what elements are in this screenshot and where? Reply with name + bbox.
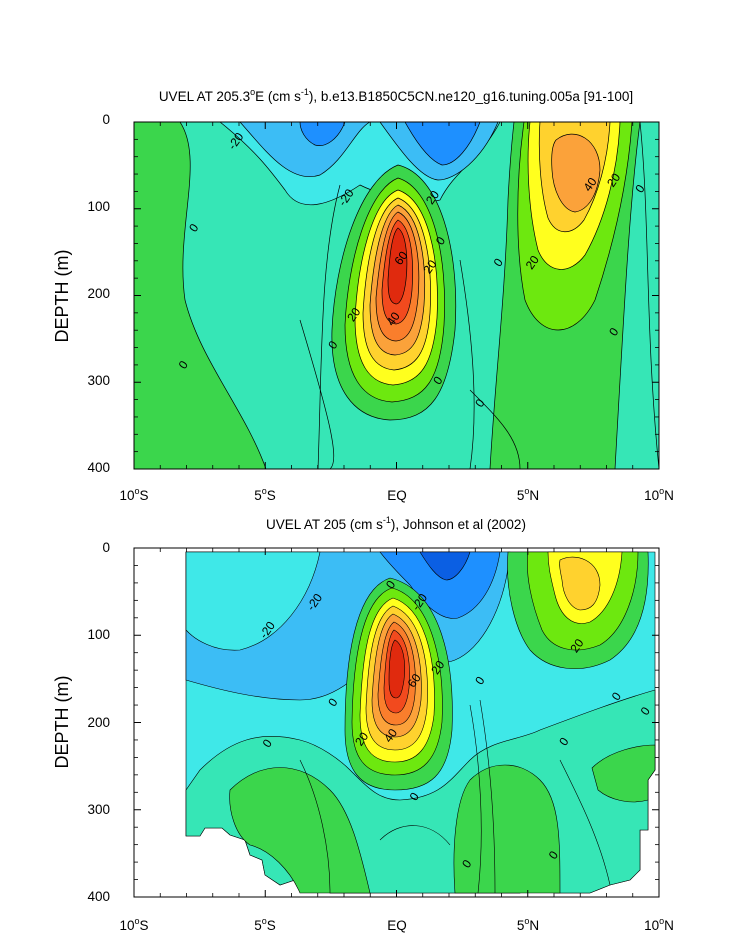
x-tick-label: EQ bbox=[387, 488, 407, 503]
euc-core bbox=[331, 164, 457, 421]
panel-top-field bbox=[134, 122, 659, 469]
south-positive-region bbox=[134, 122, 267, 469]
y-tick-label: 0 bbox=[102, 112, 110, 127]
east-surface-core-30 bbox=[404, 122, 481, 166]
y-tick-label: 400 bbox=[87, 889, 110, 904]
necc-band-obs bbox=[507, 551, 649, 670]
panel-top-ticks bbox=[133, 121, 660, 470]
y-tick-label: 100 bbox=[87, 627, 110, 642]
y-tick-label: 100 bbox=[87, 199, 110, 214]
necc-band bbox=[489, 122, 641, 469]
panel-top-title: UVEL AT 205.3oE (cm s-1), b.e13.B1850C5C… bbox=[159, 87, 633, 104]
x-tick-label: 5oN bbox=[517, 486, 539, 503]
x-tick-label: 5oN bbox=[517, 916, 539, 933]
euc-core-obs bbox=[344, 577, 453, 791]
lower-positive-far-east bbox=[591, 744, 656, 803]
x-tick-label: 10oS bbox=[119, 486, 148, 503]
panel-bottom-title: UVEL AT 205 (cm s-1), Johnson et al (200… bbox=[266, 515, 526, 532]
y-tick-label: 400 bbox=[87, 460, 110, 475]
panel-top: UVEL AT 205.3oE (cm s-1), b.e13.B1850C5C… bbox=[52, 87, 674, 503]
lower-positive-west bbox=[229, 767, 371, 894]
x-tick-label: 10oN bbox=[644, 916, 674, 933]
surface-westward-west bbox=[185, 551, 321, 651]
surface-core-40 bbox=[419, 551, 471, 581]
panel-bottom-field bbox=[185, 551, 656, 894]
panel-bottom-ticks bbox=[133, 547, 660, 898]
panel-bottom-ylabel: DEPTH (m) bbox=[52, 676, 72, 769]
y-tick-label: 0 bbox=[102, 540, 110, 555]
y-tick-label: 200 bbox=[87, 286, 110, 301]
surface-core-30 bbox=[379, 551, 501, 619]
y-tick-label: 300 bbox=[87, 373, 110, 388]
panel-bottom: UVEL AT 205 (cm s-1), Johnson et al (200… bbox=[52, 515, 674, 933]
x-tick-label: 10oN bbox=[644, 486, 674, 503]
panel-top-ylabel: DEPTH (m) bbox=[52, 250, 72, 343]
x-tick-label: EQ bbox=[387, 918, 407, 933]
y-tick-label: 300 bbox=[87, 802, 110, 817]
x-tick-label: 5oS bbox=[254, 486, 276, 503]
x-tick-label: 10oS bbox=[119, 916, 148, 933]
y-tick-label: 200 bbox=[87, 715, 110, 730]
west-surface-core-30 bbox=[299, 122, 346, 146]
x-tick-label: 5oS bbox=[254, 916, 276, 933]
